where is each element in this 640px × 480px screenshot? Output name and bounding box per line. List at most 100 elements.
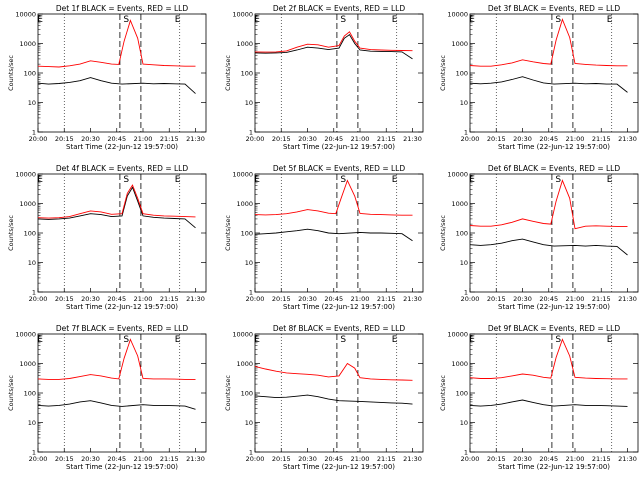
y-tick-label: 10 xyxy=(245,259,253,267)
series-events-line xyxy=(469,238,628,256)
y-tick-label: 100 xyxy=(456,230,468,238)
x-tick-label: 21:15 xyxy=(160,455,179,463)
y-tick-label: 100 xyxy=(24,230,36,238)
segment-marker: E xyxy=(254,335,260,345)
x-tick-label: 20:30 xyxy=(298,135,317,143)
x-tick-label: 21:15 xyxy=(160,295,179,303)
x-tick-label: 20:30 xyxy=(513,135,532,143)
x-axis-label: Start Time (22-Jun-12 19:57:00) xyxy=(498,303,610,311)
x-axis-label: Start Time (22-Jun-12 19:57:00) xyxy=(283,303,395,311)
x-tick-label: 21:15 xyxy=(377,295,396,303)
x-tick-label: 20:00 xyxy=(29,135,48,143)
y-tick-label: 1 xyxy=(464,449,468,457)
y-tick-label: 1000 xyxy=(451,200,468,208)
y-tick-label: 10 xyxy=(460,419,468,427)
x-tick-label: 21:30 xyxy=(403,455,422,463)
series-lld-line xyxy=(469,338,628,380)
plot-frame xyxy=(37,333,207,453)
y-tick-label: 10000 xyxy=(447,11,468,19)
x-tick-label: 21:30 xyxy=(186,455,205,463)
y-tick-label: 1000 xyxy=(19,40,36,48)
y-tick-label: 1000 xyxy=(451,360,468,368)
chart-title: Det 4f BLACK = Events, RED = LLD xyxy=(56,164,189,173)
x-tick-label: 20:00 xyxy=(29,455,48,463)
chart-title: Det 6f BLACK = Events, RED = LLD xyxy=(488,164,621,173)
x-axis-label: Start Time (22-Jun-12 19:57:00) xyxy=(283,143,395,151)
chart-title: Det 7f BLACK = Events, RED = LLD xyxy=(56,324,189,333)
x-tick-label: 21:30 xyxy=(618,135,637,143)
y-axis-label: Counts/sec xyxy=(7,55,15,91)
x-tick-label: 20:30 xyxy=(81,455,100,463)
x-axis-label: Start Time (22-Jun-12 19:57:00) xyxy=(66,463,178,471)
chart-title: Det 5f BLACK = Events, RED = LLD xyxy=(273,164,406,173)
x-tick-label: 21:00 xyxy=(351,455,370,463)
x-tick-label: 21:00 xyxy=(566,455,585,463)
segment-marker: E xyxy=(392,335,398,345)
x-tick-label: 21:00 xyxy=(566,295,585,303)
x-tick-label: 20:00 xyxy=(246,135,265,143)
x-tick-label: 21:30 xyxy=(618,455,637,463)
y-tick-label: 10000 xyxy=(232,171,253,179)
segment-marker: S xyxy=(123,15,129,25)
series-lld-line xyxy=(254,31,413,53)
y-tick-label: 10000 xyxy=(15,171,36,179)
x-tick-label: 20:15 xyxy=(487,295,506,303)
series-events-line xyxy=(469,76,628,93)
y-tick-label: 1 xyxy=(464,129,468,137)
y-tick-label: 10000 xyxy=(15,331,36,339)
series-lld-line xyxy=(469,18,628,67)
segment-marker: E xyxy=(469,175,475,185)
segment-marker: E xyxy=(175,175,181,185)
y-tick-label: 10000 xyxy=(15,11,36,19)
segment-marker: E xyxy=(607,15,613,25)
chart-panel-1: Det 1f BLACK = Events, RED = LLD 1 10 100 10… xyxy=(7,4,207,151)
chart-panel-3: Det 3f BLACK = Events, RED = LLD 1 10 100 10… xyxy=(439,4,639,151)
y-axis-label: Counts/sec xyxy=(7,215,15,251)
y-tick-label: 10 xyxy=(460,259,468,267)
x-tick-label: 20:30 xyxy=(81,135,100,143)
x-tick-label: 20:45 xyxy=(324,135,343,143)
y-tick-label: 10000 xyxy=(447,331,468,339)
segment-marker: E xyxy=(607,335,613,345)
plot-frame xyxy=(254,173,424,293)
y-tick-label: 10000 xyxy=(232,331,253,339)
y-axis-label: Counts/sec xyxy=(224,55,232,91)
plot-frame xyxy=(254,333,424,453)
chart-panel-9: Det 9f BLACK = Events, RED = LLD 1 10 100 10… xyxy=(439,324,639,471)
y-tick-label: 1 xyxy=(32,129,36,137)
segment-marker: S xyxy=(555,335,561,345)
y-tick-label: 1000 xyxy=(236,200,253,208)
plot-frame xyxy=(37,173,207,293)
x-tick-label: 20:15 xyxy=(55,295,74,303)
x-tick-label: 20:45 xyxy=(539,135,558,143)
x-tick-label: 20:15 xyxy=(272,455,291,463)
series-lld-line xyxy=(254,179,413,216)
x-axis-label: Start Time (22-Jun-12 19:57:00) xyxy=(283,463,395,471)
x-tick-label: 20:15 xyxy=(272,295,291,303)
series-lld-line xyxy=(37,338,196,380)
y-tick-label: 100 xyxy=(241,230,253,238)
segment-marker: E xyxy=(254,15,260,25)
x-tick-label: 20:00 xyxy=(461,295,480,303)
series-events-line xyxy=(254,228,413,242)
y-tick-label: 100 xyxy=(456,70,468,78)
y-tick-label: 100 xyxy=(241,390,253,398)
series-events-line xyxy=(37,77,196,94)
y-tick-label: 1 xyxy=(249,289,253,297)
series-lld-line xyxy=(37,19,196,68)
segment-marker: E xyxy=(254,175,260,185)
y-tick-label: 100 xyxy=(24,70,36,78)
y-tick-label: 1 xyxy=(32,289,36,297)
y-tick-label: 100 xyxy=(241,70,253,78)
plot-frame xyxy=(469,13,639,133)
y-tick-label: 100 xyxy=(24,390,36,398)
series-lld-line xyxy=(469,179,628,230)
y-tick-label: 10 xyxy=(245,99,253,107)
y-tick-label: 1000 xyxy=(451,40,468,48)
y-tick-label: 1 xyxy=(32,449,36,457)
series-events-line xyxy=(254,33,413,60)
x-tick-label: 21:15 xyxy=(592,295,611,303)
segment-marker: S xyxy=(123,175,129,185)
x-tick-label: 20:00 xyxy=(29,295,48,303)
x-axis-label: Start Time (22-Jun-12 19:57:00) xyxy=(66,303,178,311)
